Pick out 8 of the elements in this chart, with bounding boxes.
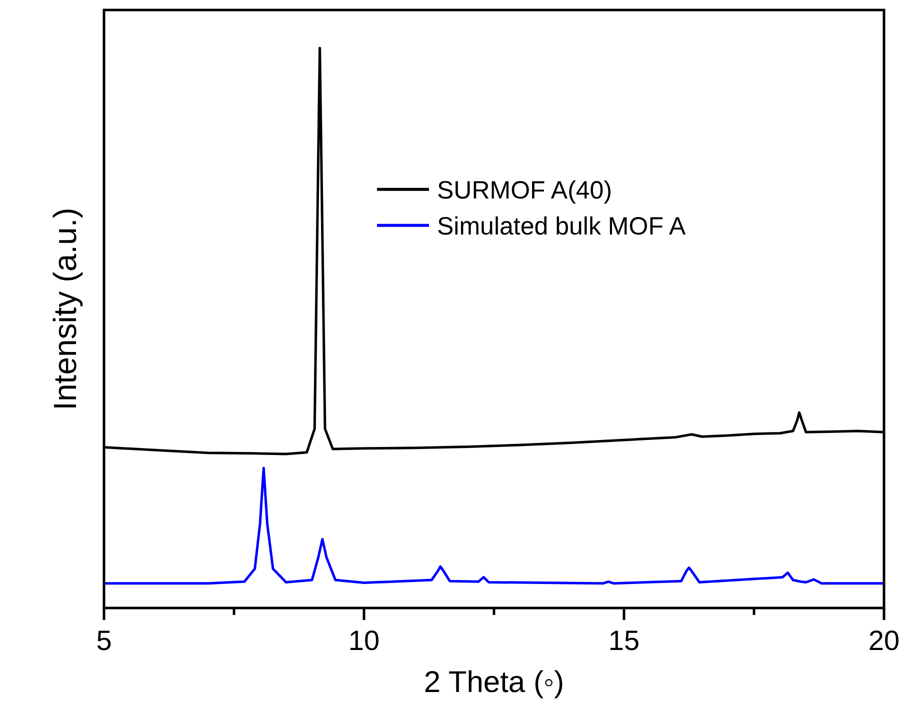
legend-label: SURMOF A(40) bbox=[437, 176, 612, 204]
x-tick-label: 10 bbox=[348, 625, 380, 656]
x-tick-label: 15 bbox=[608, 625, 640, 656]
x-axis-title: 2 Theta (◦) bbox=[424, 666, 564, 699]
legend-label: Simulated bulk MOF A bbox=[437, 212, 686, 240]
x-tick-label: 20 bbox=[868, 625, 900, 656]
y-axis-title: Intensity (a.u.) bbox=[47, 208, 83, 410]
x-tick-label: 5 bbox=[96, 625, 112, 656]
